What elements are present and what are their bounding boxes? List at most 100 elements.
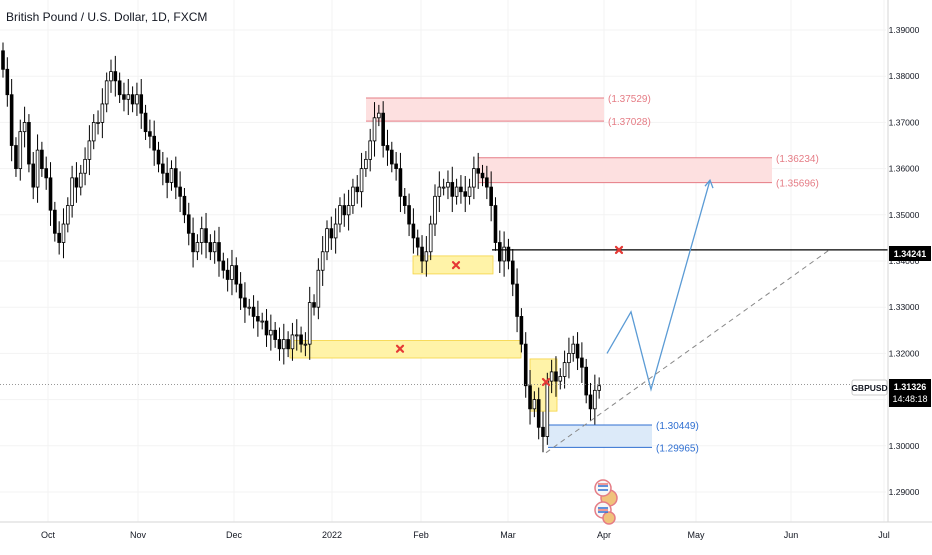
time-tick-label: Oct: [41, 530, 56, 540]
time-tick-label: Dec: [226, 530, 243, 540]
candle-body: [558, 376, 563, 382]
demand-zone-top-label: (1.30449): [656, 421, 699, 432]
candle-body: [9, 94, 14, 146]
price-tick-label: 1.37000: [889, 117, 920, 127]
candle-body: [178, 186, 182, 197]
candle-body: [199, 228, 204, 243]
candle-body: [53, 209, 57, 234]
candle-body: [584, 366, 588, 396]
candle-body: [152, 135, 157, 151]
candle-body: [212, 242, 217, 253]
candle-body: [515, 283, 519, 317]
candle-body: [588, 394, 593, 410]
candle-body: [208, 242, 213, 253]
candle-body: [148, 131, 152, 137]
candle-body: [402, 195, 407, 206]
candle-body: [35, 149, 40, 188]
economic-events-icon[interactable]: [594, 479, 618, 525]
candle-body: [536, 399, 541, 428]
candle-body: [593, 389, 597, 410]
invalidated-marker-icon: [614, 245, 624, 255]
candle-body: [31, 163, 36, 188]
candle-body: [510, 260, 515, 285]
time-tick-label: May: [687, 530, 705, 540]
symbol-label: GBPUSD: [851, 383, 887, 393]
candle-body: [14, 145, 18, 170]
candle-body: [109, 71, 113, 82]
trendline: [545, 249, 831, 454]
candle-body: [571, 343, 576, 354]
candle-body: [27, 122, 31, 165]
supply-zone: [478, 157, 772, 183]
invalidated-marker-icon: [395, 344, 405, 353]
price-tick-label: 1.39000: [889, 25, 920, 35]
candle-body: [165, 172, 169, 183]
time-tick-label: Jul: [878, 530, 890, 540]
candle-body: [364, 158, 368, 170]
candle-body: [135, 94, 139, 105]
candle-body: [411, 223, 416, 239]
candle-body: [454, 186, 459, 197]
price-tick-label: 1.35000: [889, 210, 920, 220]
time-axis[interactable]: Oct Nov Dec 2022 Feb Mar Apr May Jun Jul: [41, 530, 890, 540]
candle-body: [541, 426, 545, 437]
supply-zone-top-label: (1.37529): [608, 94, 651, 105]
candle-body: [472, 168, 476, 188]
candle-body: [580, 357, 584, 368]
price-tick-label: 1.38000: [889, 71, 920, 81]
candle-body: [225, 269, 230, 280]
candle-body: [234, 265, 239, 285]
time-tick-label: Nov: [130, 530, 147, 540]
candle-body: [48, 177, 53, 211]
candle-body: [377, 112, 381, 119]
projection-arrowhead-icon: [704, 178, 714, 189]
candle-body: [329, 228, 334, 239]
candle-body: [91, 122, 96, 142]
candle-body: [575, 343, 580, 359]
candle-body: [467, 186, 472, 197]
candle-body: [437, 186, 442, 197]
candle-body: [372, 117, 377, 142]
candle-body: [303, 343, 308, 346]
candle-body: [299, 334, 303, 345]
candle-body: [286, 339, 290, 350]
candle-body: [424, 251, 429, 262]
candle-body: [554, 371, 558, 382]
candle-body: [333, 223, 338, 239]
candle-body: [497, 242, 502, 262]
candle-body: [502, 246, 506, 262]
bar-countdown: 14:48:18: [892, 394, 927, 404]
candle-body: [338, 205, 342, 225]
candle-body: [195, 242, 200, 253]
candle-body: [463, 191, 468, 197]
candle-body: [70, 177, 74, 206]
candle-body: [532, 399, 537, 410]
candle-body: [230, 265, 234, 280]
candle-body: [40, 149, 44, 170]
current-price-label: 1.31326: [894, 382, 927, 392]
current-price-box: 1.31326 14:48:18: [889, 379, 931, 407]
invalidated-marker-icon: [451, 261, 461, 270]
candle-body: [204, 228, 208, 243]
chart-title: British Pound / U.S. Dollar, 1D, FXCM: [6, 10, 207, 24]
candle-body: [260, 320, 264, 323]
candle-body: [139, 94, 144, 114]
candle-body: [100, 103, 105, 123]
drawings: [0, 178, 888, 454]
candle-body: [182, 195, 187, 216]
candle-body: [346, 205, 351, 216]
candle-body: [316, 269, 321, 308]
candle-body: [83, 158, 87, 174]
candle-body: [381, 112, 385, 146]
candle-body: [169, 168, 174, 183]
candle-body: [243, 297, 247, 308]
candle-body: [549, 371, 554, 382]
candle-body: [359, 168, 364, 193]
candle-body: [1, 50, 5, 70]
candle-body: [256, 316, 260, 322]
supply-zone-bottom-label: (1.37028): [608, 117, 651, 128]
candle-body: [78, 172, 83, 188]
candle-body: [186, 214, 191, 234]
